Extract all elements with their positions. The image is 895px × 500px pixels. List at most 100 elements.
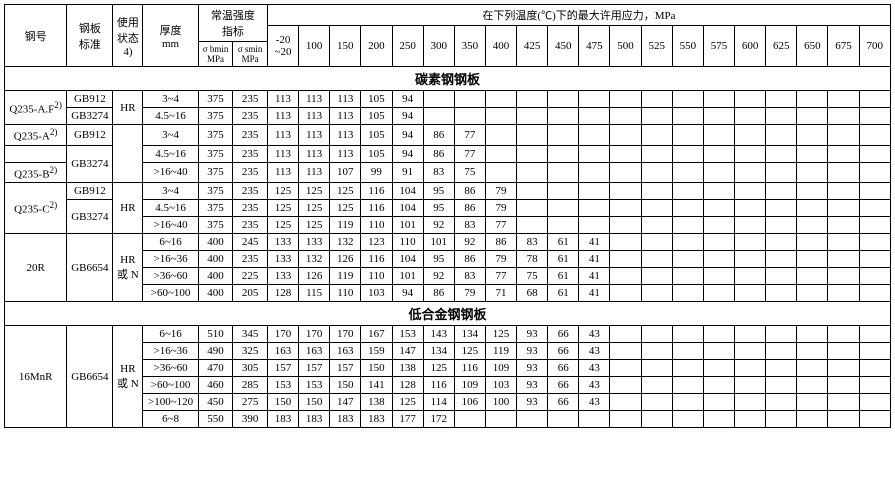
value-cell — [579, 217, 610, 234]
value-cell — [828, 394, 859, 411]
value-cell — [828, 125, 859, 146]
value-cell: 86 — [423, 145, 454, 162]
value-cell: 153 — [299, 377, 330, 394]
value-cell — [859, 162, 890, 183]
value-cell — [735, 234, 766, 251]
value-cell — [859, 285, 890, 302]
value-cell: 133 — [267, 234, 298, 251]
value-cell — [703, 200, 734, 217]
header-temp-4: 250 — [392, 26, 423, 67]
sigma-b-cell: 375 — [198, 183, 233, 200]
value-cell: 125 — [330, 183, 361, 200]
header-temp-14: 575 — [703, 26, 734, 67]
state-cell — [113, 125, 143, 183]
value-cell — [766, 91, 797, 108]
value-cell: 143 — [423, 326, 454, 343]
value-cell: 157 — [267, 360, 298, 377]
thickness-cell: 4.5~16 — [143, 145, 198, 162]
value-cell: 119 — [485, 343, 516, 360]
value-cell — [735, 377, 766, 394]
value-cell: 172 — [423, 411, 454, 428]
value-cell — [548, 411, 579, 428]
value-cell — [735, 360, 766, 377]
table-row: Q235-A.F2)GB912HR3~437523511311311310594 — [5, 91, 891, 108]
value-cell: 134 — [454, 326, 485, 343]
header-temp-16: 625 — [766, 26, 797, 67]
value-cell: 113 — [299, 91, 330, 108]
value-cell — [735, 162, 766, 183]
value-cell: 126 — [299, 268, 330, 285]
value-cell: 41 — [579, 268, 610, 285]
value-cell — [735, 326, 766, 343]
value-cell: 116 — [454, 360, 485, 377]
value-cell: 113 — [330, 108, 361, 125]
thickness-cell: 6~16 — [143, 326, 198, 343]
value-cell — [797, 268, 828, 285]
value-cell — [766, 200, 797, 217]
value-cell — [548, 217, 579, 234]
value-cell — [548, 125, 579, 146]
sigma-b-cell: 375 — [198, 125, 233, 146]
value-cell: 79 — [454, 285, 485, 302]
sigma-s-cell: 235 — [233, 183, 268, 200]
sigma-s-cell: 235 — [233, 251, 268, 268]
value-cell: 110 — [392, 234, 423, 251]
header-steel-no: 钢号 — [5, 5, 67, 67]
value-cell: 150 — [299, 394, 330, 411]
value-cell — [641, 343, 672, 360]
value-cell — [703, 251, 734, 268]
value-cell: 123 — [361, 234, 392, 251]
value-cell — [797, 360, 828, 377]
value-cell — [610, 145, 641, 162]
value-cell: 107 — [330, 162, 361, 183]
value-cell — [517, 145, 548, 162]
header-thickness: 厚度mm — [143, 5, 198, 67]
value-cell — [766, 411, 797, 428]
value-cell: 104 — [392, 200, 423, 217]
thickness-cell: >60~100 — [143, 285, 198, 302]
state-cell: HR — [113, 183, 143, 234]
value-cell: 86 — [454, 200, 485, 217]
table-row: 20RGB6654HR或 N6~164002451331331321231101… — [5, 234, 891, 251]
value-cell: 113 — [330, 145, 361, 162]
value-cell: 77 — [485, 268, 516, 285]
header-temp-5: 300 — [423, 26, 454, 67]
value-cell — [828, 183, 859, 200]
value-cell: 177 — [392, 411, 423, 428]
value-cell: 92 — [423, 217, 454, 234]
value-cell — [797, 377, 828, 394]
value-cell — [766, 125, 797, 146]
sigma-s-cell: 325 — [233, 343, 268, 360]
value-cell — [797, 91, 828, 108]
steel-cell: 20R — [5, 234, 67, 302]
value-cell — [610, 411, 641, 428]
sigma-s-cell: 275 — [233, 394, 268, 411]
header-room-strength: 常温强度指标 — [198, 5, 267, 42]
value-cell: 116 — [361, 251, 392, 268]
thickness-cell: 4.5~16 — [143, 108, 198, 125]
value-cell — [766, 285, 797, 302]
value-cell — [828, 268, 859, 285]
value-cell — [735, 217, 766, 234]
sigma-s-cell: 345 — [233, 326, 268, 343]
value-cell — [641, 145, 672, 162]
value-cell: 86 — [485, 234, 516, 251]
value-cell: 86 — [423, 125, 454, 146]
value-cell: 93 — [517, 326, 548, 343]
value-cell: 93 — [517, 377, 548, 394]
value-cell: 150 — [330, 377, 361, 394]
std-cell: GB912 — [67, 125, 113, 146]
value-cell — [672, 217, 703, 234]
value-cell: 116 — [361, 200, 392, 217]
value-cell — [703, 145, 734, 162]
value-cell: 94 — [392, 125, 423, 146]
value-cell — [828, 200, 859, 217]
thickness-cell: 6~16 — [143, 234, 198, 251]
value-cell — [672, 326, 703, 343]
steel-cell: Q235-A2) — [5, 125, 67, 146]
value-cell: 66 — [548, 326, 579, 343]
thickness-cell: >16~40 — [143, 217, 198, 234]
value-cell — [423, 108, 454, 125]
value-cell: 132 — [330, 234, 361, 251]
std-cell: GB6654 — [67, 326, 113, 428]
